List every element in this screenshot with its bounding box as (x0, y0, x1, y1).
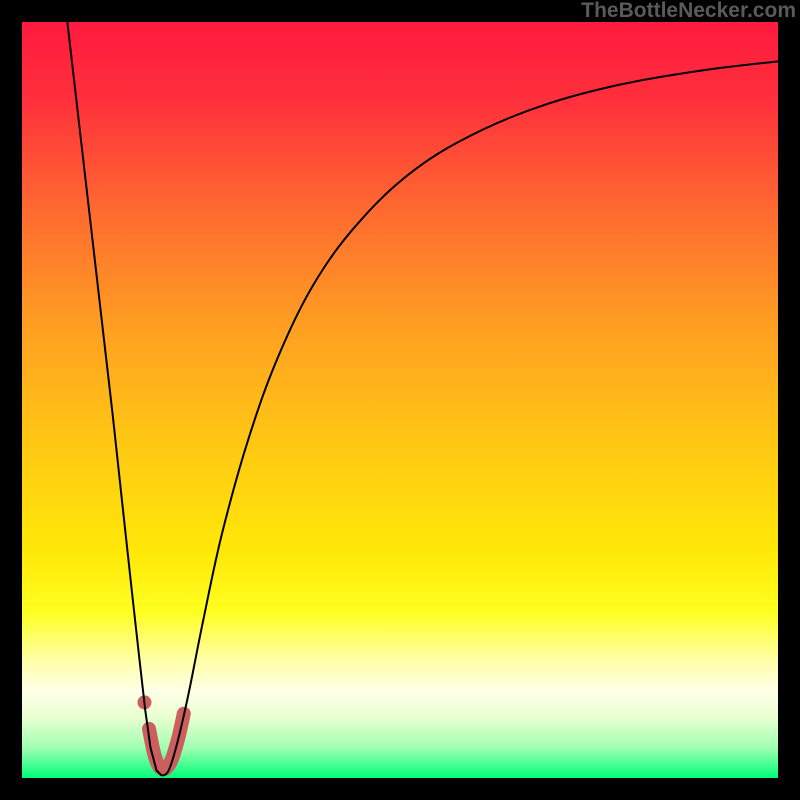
gradient-background (22, 22, 778, 778)
plot-area (22, 22, 778, 778)
chart-svg (22, 22, 778, 778)
watermark-label: TheBottleNecker.com (556, 0, 796, 22)
